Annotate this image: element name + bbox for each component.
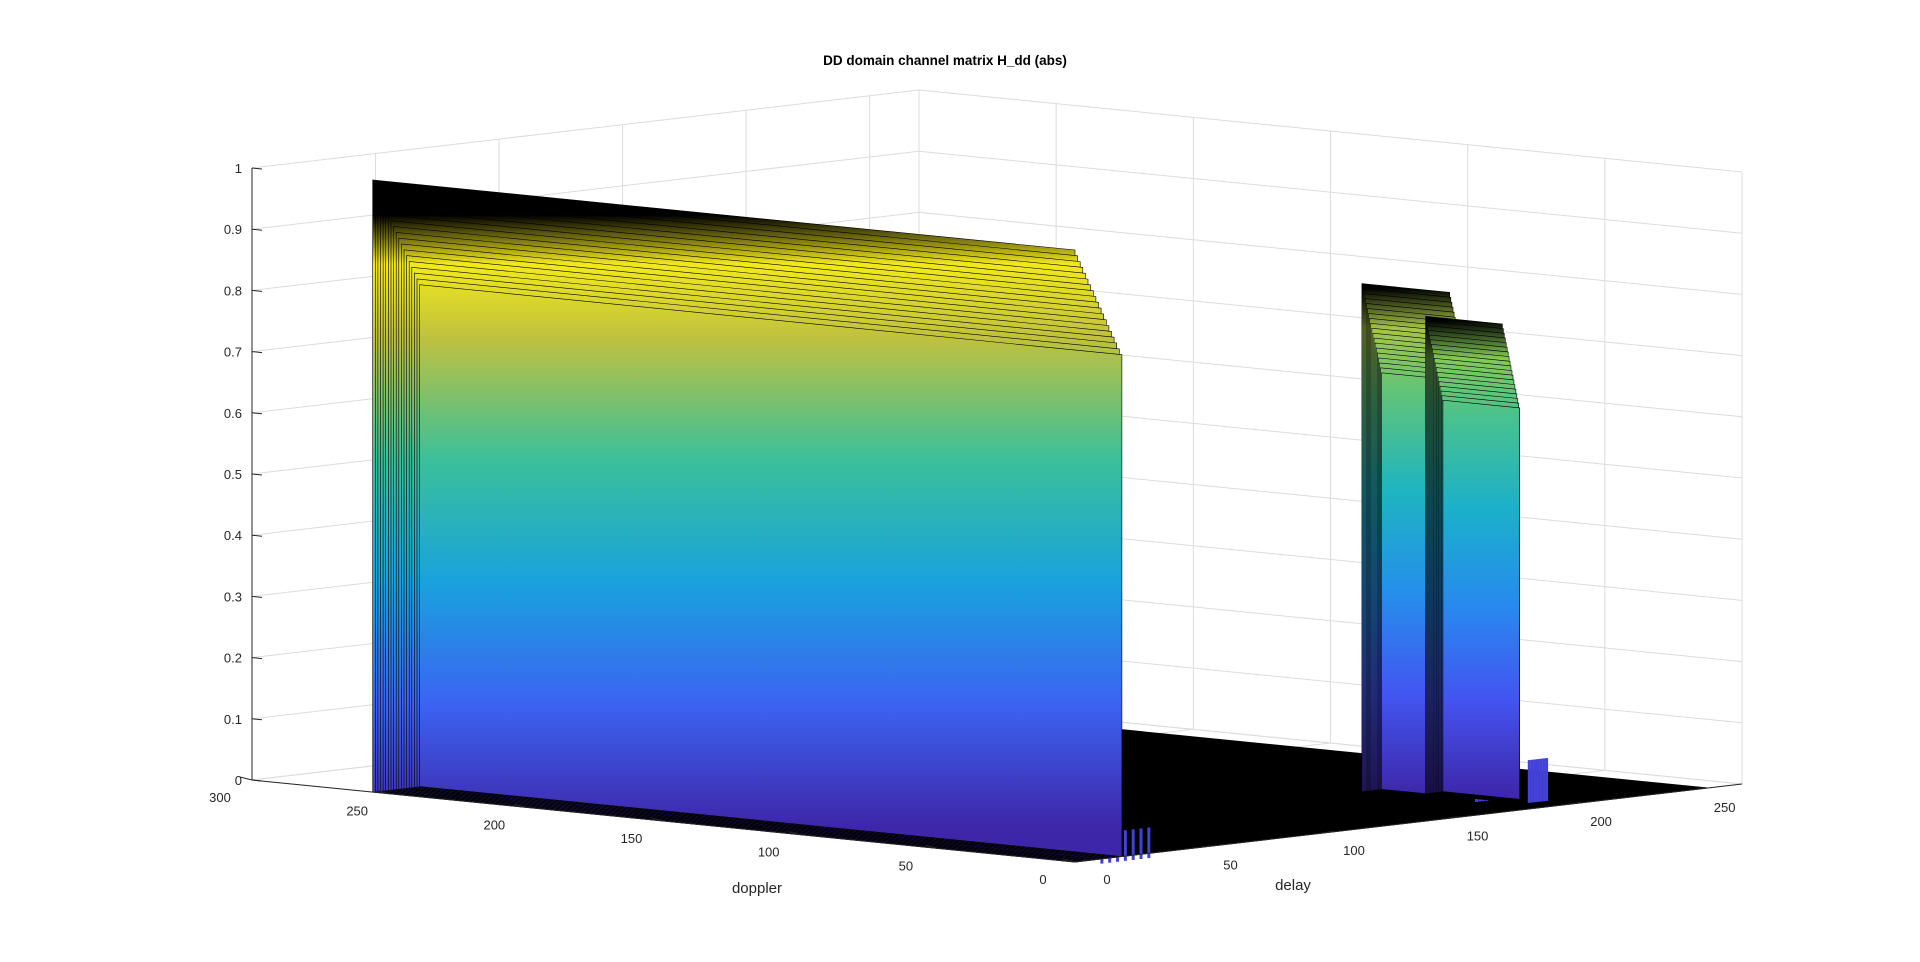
doppler-tick-label-0: 0 bbox=[1039, 872, 1046, 887]
z-tick-5 bbox=[251, 473, 263, 476]
delay-tick-label-3: 150 bbox=[1467, 829, 1489, 844]
doppler-tick-label-3: 150 bbox=[621, 831, 643, 846]
doppler-tick-6 bbox=[239, 776, 253, 781]
z-tick-label-7: 0.7 bbox=[224, 345, 242, 360]
doppler-tick-label-4: 200 bbox=[483, 817, 505, 832]
z-tick-label-0: 0 bbox=[235, 773, 242, 788]
delay-axis-label: delay bbox=[1275, 877, 1311, 894]
doppler-tick-label-1: 50 bbox=[899, 858, 913, 873]
delay-tick-4 bbox=[1568, 801, 1582, 805]
doppler-tick-1 bbox=[925, 844, 938, 849]
delay-axis-line bbox=[1074, 783, 1743, 863]
z-tick-4 bbox=[251, 534, 263, 537]
doppler-tick-label-5: 250 bbox=[346, 804, 368, 819]
delay-tick-5 bbox=[1692, 787, 1705, 791]
delay-tick-label-1: 50 bbox=[1223, 858, 1237, 873]
delay-tick-label-4: 200 bbox=[1590, 814, 1612, 829]
z-tick-label-8: 0.8 bbox=[224, 283, 242, 298]
delay-tick-label-5: 250 bbox=[1714, 800, 1736, 815]
doppler-tick-2 bbox=[788, 831, 801, 836]
ridge-sheet-0 bbox=[419, 284, 1123, 857]
z-tick-label-6: 0.6 bbox=[224, 406, 242, 421]
z-tick-label-2: 0.2 bbox=[224, 651, 242, 666]
z-tick-label-10: 1 bbox=[235, 161, 242, 176]
doppler-tick-label-2: 100 bbox=[758, 845, 780, 860]
z-tick-label-1: 0.1 bbox=[224, 712, 242, 727]
z-tick-3 bbox=[251, 595, 263, 598]
z-tick-6 bbox=[251, 412, 263, 415]
z-tick-label-9: 0.9 bbox=[224, 222, 242, 237]
z-tick-1 bbox=[251, 718, 263, 721]
z-tick-label-3: 0.3 bbox=[224, 589, 242, 604]
z-tick-9 bbox=[251, 228, 263, 231]
delay-tick-0 bbox=[1074, 859, 1088, 863]
chart-title: DD domain channel matrix H_dd (abs) bbox=[823, 53, 1067, 68]
delay-tick-3 bbox=[1445, 816, 1458, 820]
doppler-tick-4 bbox=[514, 803, 527, 808]
doppler-tick-5 bbox=[377, 790, 390, 795]
delay-tick-label-2: 100 bbox=[1343, 843, 1365, 858]
doppler-tick-0 bbox=[1062, 858, 1076, 863]
ticks: 0 0.1 0.2 0.3 0.4 0.5 0.6 0.7 0.8 0.9 1 0 50 100 150 20… bbox=[209, 161, 1735, 887]
ridge-sheet-4 bbox=[1442, 399, 1520, 800]
z-tick-10 bbox=[251, 167, 263, 170]
delay-tick-2 bbox=[1321, 830, 1335, 834]
doppler-tick-label-6: 300 bbox=[209, 790, 231, 805]
ridges bbox=[372, 179, 1549, 864]
delay-tick-1 bbox=[1198, 845, 1211, 849]
z-tick-label-5: 0.5 bbox=[224, 467, 242, 482]
z-tick-7 bbox=[251, 351, 263, 354]
z-tick-2 bbox=[251, 657, 263, 660]
doppler-tick-3 bbox=[651, 817, 664, 822]
z-gridline-10 bbox=[251, 89, 1743, 173]
z-tick-8 bbox=[251, 289, 263, 292]
z-tick-label-4: 0.4 bbox=[224, 528, 242, 543]
delay-tick-label-0: 0 bbox=[1103, 872, 1110, 887]
doppler-axis-label: doppler bbox=[732, 880, 782, 897]
z-tick-0 bbox=[251, 779, 263, 782]
